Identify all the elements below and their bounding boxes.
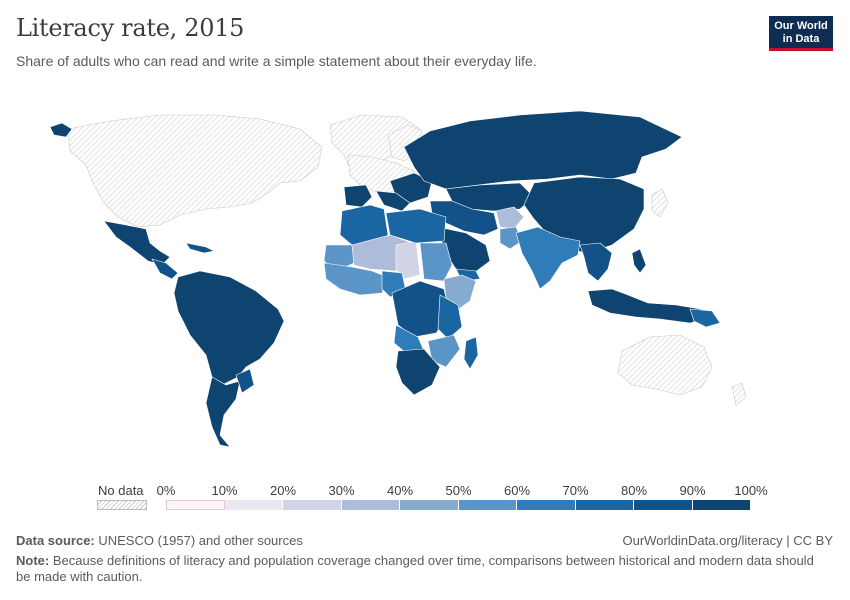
region-southeast-asia[interactable] [579,242,613,282]
legend-bin-4[interactable] [400,500,459,510]
legend-tick-5: 50% [445,483,472,498]
region-italy-balkans[interactable] [375,190,411,212]
legend-no-data-swatch[interactable] [97,500,147,510]
source-url[interactable]: OurWorldinData.org/literacy | CC BY [622,533,833,548]
region-east-africa[interactable] [437,294,463,340]
region-madagascar[interactable] [463,336,479,370]
data-source: Data source: UNESCO (1957) and other sou… [16,533,303,548]
region-west-africa-coast[interactable] [323,262,389,296]
region-canada-usa[interactable] [67,114,323,228]
region-mexico[interactable] [103,220,171,266]
legend-bin-8[interactable] [634,500,693,510]
legend-bin-0[interactable] [166,500,225,510]
region-paraguay-uruguay[interactable] [235,368,255,394]
data-source-label: Data source: [16,533,95,548]
legend-bin-7[interactable] [575,500,634,510]
chart-note: Note: Because definitions of literacy an… [16,553,816,585]
logo-line-1: Our World [774,20,828,32]
region-pakistan[interactable] [499,226,523,250]
region-india[interactable] [515,226,581,290]
legend-bin-1[interactable] [224,500,283,510]
region-caribbean[interactable] [185,242,215,254]
chart-title: Literacy rate, 2015 [16,14,245,42]
legend-bin-3[interactable] [341,500,400,510]
region-papua[interactable] [689,308,721,328]
chart-subtitle: Share of adults who can read and write a… [16,53,537,69]
region-south-america-south[interactable] [205,376,241,448]
legend-no-data-label: No data [98,483,144,498]
world-map[interactable] [0,85,850,475]
legend-color-scale[interactable] [166,500,751,510]
region-sudan[interactable] [419,242,453,282]
region-central-america[interactable] [151,258,179,280]
legend-tick-1: 10% [211,483,238,498]
owid-logo[interactable]: Our World in Data [769,16,833,51]
legend-bin-5[interactable] [458,500,517,510]
legend-tick-10: 100% [734,483,768,498]
map-legend: No data 0% 10% 20% 30% 40% 50% 60% 70% 80% 90% 100… [0,478,850,518]
region-japan[interactable] [651,188,669,218]
legend-tick-7: 70% [562,483,589,498]
note-text: Because definitions of literacy and popu… [16,553,814,584]
legend-tick-8: 80% [620,483,648,498]
region-libya-egypt[interactable] [385,208,447,244]
legend-bin-9[interactable] [692,500,751,510]
legend-tick-3: 30% [328,483,355,498]
region-south-america-north[interactable] [173,270,285,386]
legend-bin-2[interactable] [283,500,342,510]
legend-tick-2: 20% [269,483,297,498]
legend-tick-0: 0% [156,483,176,498]
region-australia[interactable] [617,334,713,396]
region-southern-africa[interactable] [395,348,441,396]
legend-tick-4: 40% [386,483,414,498]
region-alaska[interactable] [49,122,73,138]
legend-tick-9: 90% [679,483,706,498]
region-afghanistan[interactable] [495,206,525,230]
region-new-zealand[interactable] [731,382,747,406]
data-source-text[interactable]: UNESCO (1957) and other sources [94,533,303,548]
logo-line-2: in Data [782,33,820,45]
legend-bin-6[interactable] [517,500,576,510]
region-philippines[interactable] [631,248,647,274]
region-iberia[interactable] [343,184,373,208]
region-russia[interactable] [403,110,683,190]
legend-tick-6: 60% [503,483,531,498]
note-label: Note: [16,553,50,568]
